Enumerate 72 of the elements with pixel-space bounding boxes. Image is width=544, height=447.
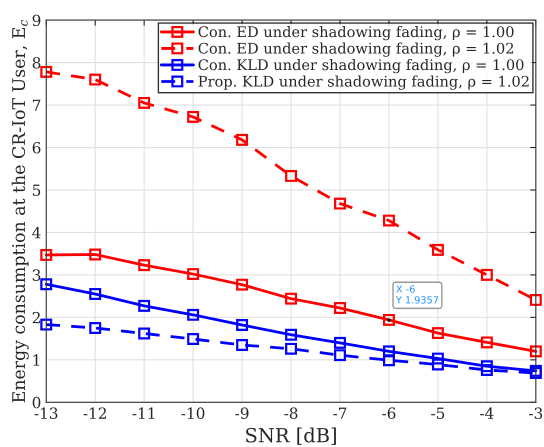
point xyxy=(89,248,102,260)
point xyxy=(530,294,542,306)
y-tick-label: 9 xyxy=(32,14,40,26)
legend-label: Con. ED under shadowing fading, ρ = 1.00 xyxy=(198,26,514,40)
y-tick-label: 4 xyxy=(32,226,41,238)
x-axis-title: SNR [dB] xyxy=(246,428,336,445)
x-tick-label: -6 xyxy=(382,407,396,419)
point xyxy=(334,349,346,362)
point xyxy=(89,288,102,300)
annotation: X -6 Y 1.9357 xyxy=(396,285,438,304)
y-tick-label: 6 xyxy=(32,142,40,154)
point xyxy=(40,248,52,261)
point xyxy=(40,318,52,331)
point xyxy=(40,278,52,290)
x-tick-label: -9 xyxy=(235,407,248,419)
point xyxy=(432,352,444,365)
point xyxy=(432,244,444,256)
point xyxy=(89,322,102,334)
x-tick-label: -4 xyxy=(480,407,494,419)
point xyxy=(138,328,150,340)
y-axis-title: Energy consumption at the CR-IoT User, E$_{c}$ xyxy=(12,20,29,402)
x-tick-label: -13 xyxy=(34,407,58,419)
y-tick-label: 8 xyxy=(32,57,40,69)
x-tick-label: -10 xyxy=(181,407,204,419)
point xyxy=(138,96,150,109)
legend-label: Con. ED under shadowing fading, ρ = 1.02 xyxy=(198,42,514,57)
point xyxy=(382,354,395,366)
point xyxy=(334,198,346,210)
point xyxy=(40,66,52,78)
point xyxy=(236,339,248,351)
point xyxy=(285,292,298,305)
x-tick-label: -11 xyxy=(132,407,154,419)
y-tick-label: 7 xyxy=(32,100,40,111)
point xyxy=(334,302,346,314)
legend-label: Con. KLD under shadowing fading, ρ = 1.00 xyxy=(198,58,524,74)
point xyxy=(382,214,395,227)
point xyxy=(432,327,444,340)
point xyxy=(285,342,298,355)
point xyxy=(480,360,493,372)
point xyxy=(187,110,200,123)
point xyxy=(236,278,248,291)
point xyxy=(530,345,542,358)
point xyxy=(382,314,395,326)
point xyxy=(138,259,150,272)
x-tick-label: -7 xyxy=(333,408,346,419)
x-tick-label: -3 xyxy=(529,407,542,419)
y-tick-label: 2 xyxy=(32,312,40,324)
x-tick-label: -5 xyxy=(431,408,444,419)
y-tick-label: 1 xyxy=(34,354,40,366)
point xyxy=(382,345,395,358)
point xyxy=(334,336,346,349)
legend-label: Prop. KLD under shadowing fading, ρ = 1.02 xyxy=(198,75,529,90)
point xyxy=(480,336,493,348)
point xyxy=(236,134,248,146)
point xyxy=(285,170,298,182)
y-tick-label: 3 xyxy=(32,269,40,281)
x-tick-label: -8 xyxy=(284,407,298,419)
point xyxy=(432,358,444,370)
point xyxy=(530,367,542,379)
point xyxy=(138,300,150,312)
point xyxy=(89,74,102,86)
point xyxy=(530,364,542,377)
point xyxy=(187,268,200,280)
point xyxy=(285,328,298,341)
point xyxy=(236,319,248,331)
point xyxy=(480,364,493,376)
point xyxy=(187,308,200,321)
x-tick-label: -12 xyxy=(84,407,106,419)
y-tick-label: 5 xyxy=(32,184,40,196)
y-tick-label: 0 xyxy=(32,396,40,408)
point xyxy=(187,333,200,345)
point xyxy=(480,268,493,281)
